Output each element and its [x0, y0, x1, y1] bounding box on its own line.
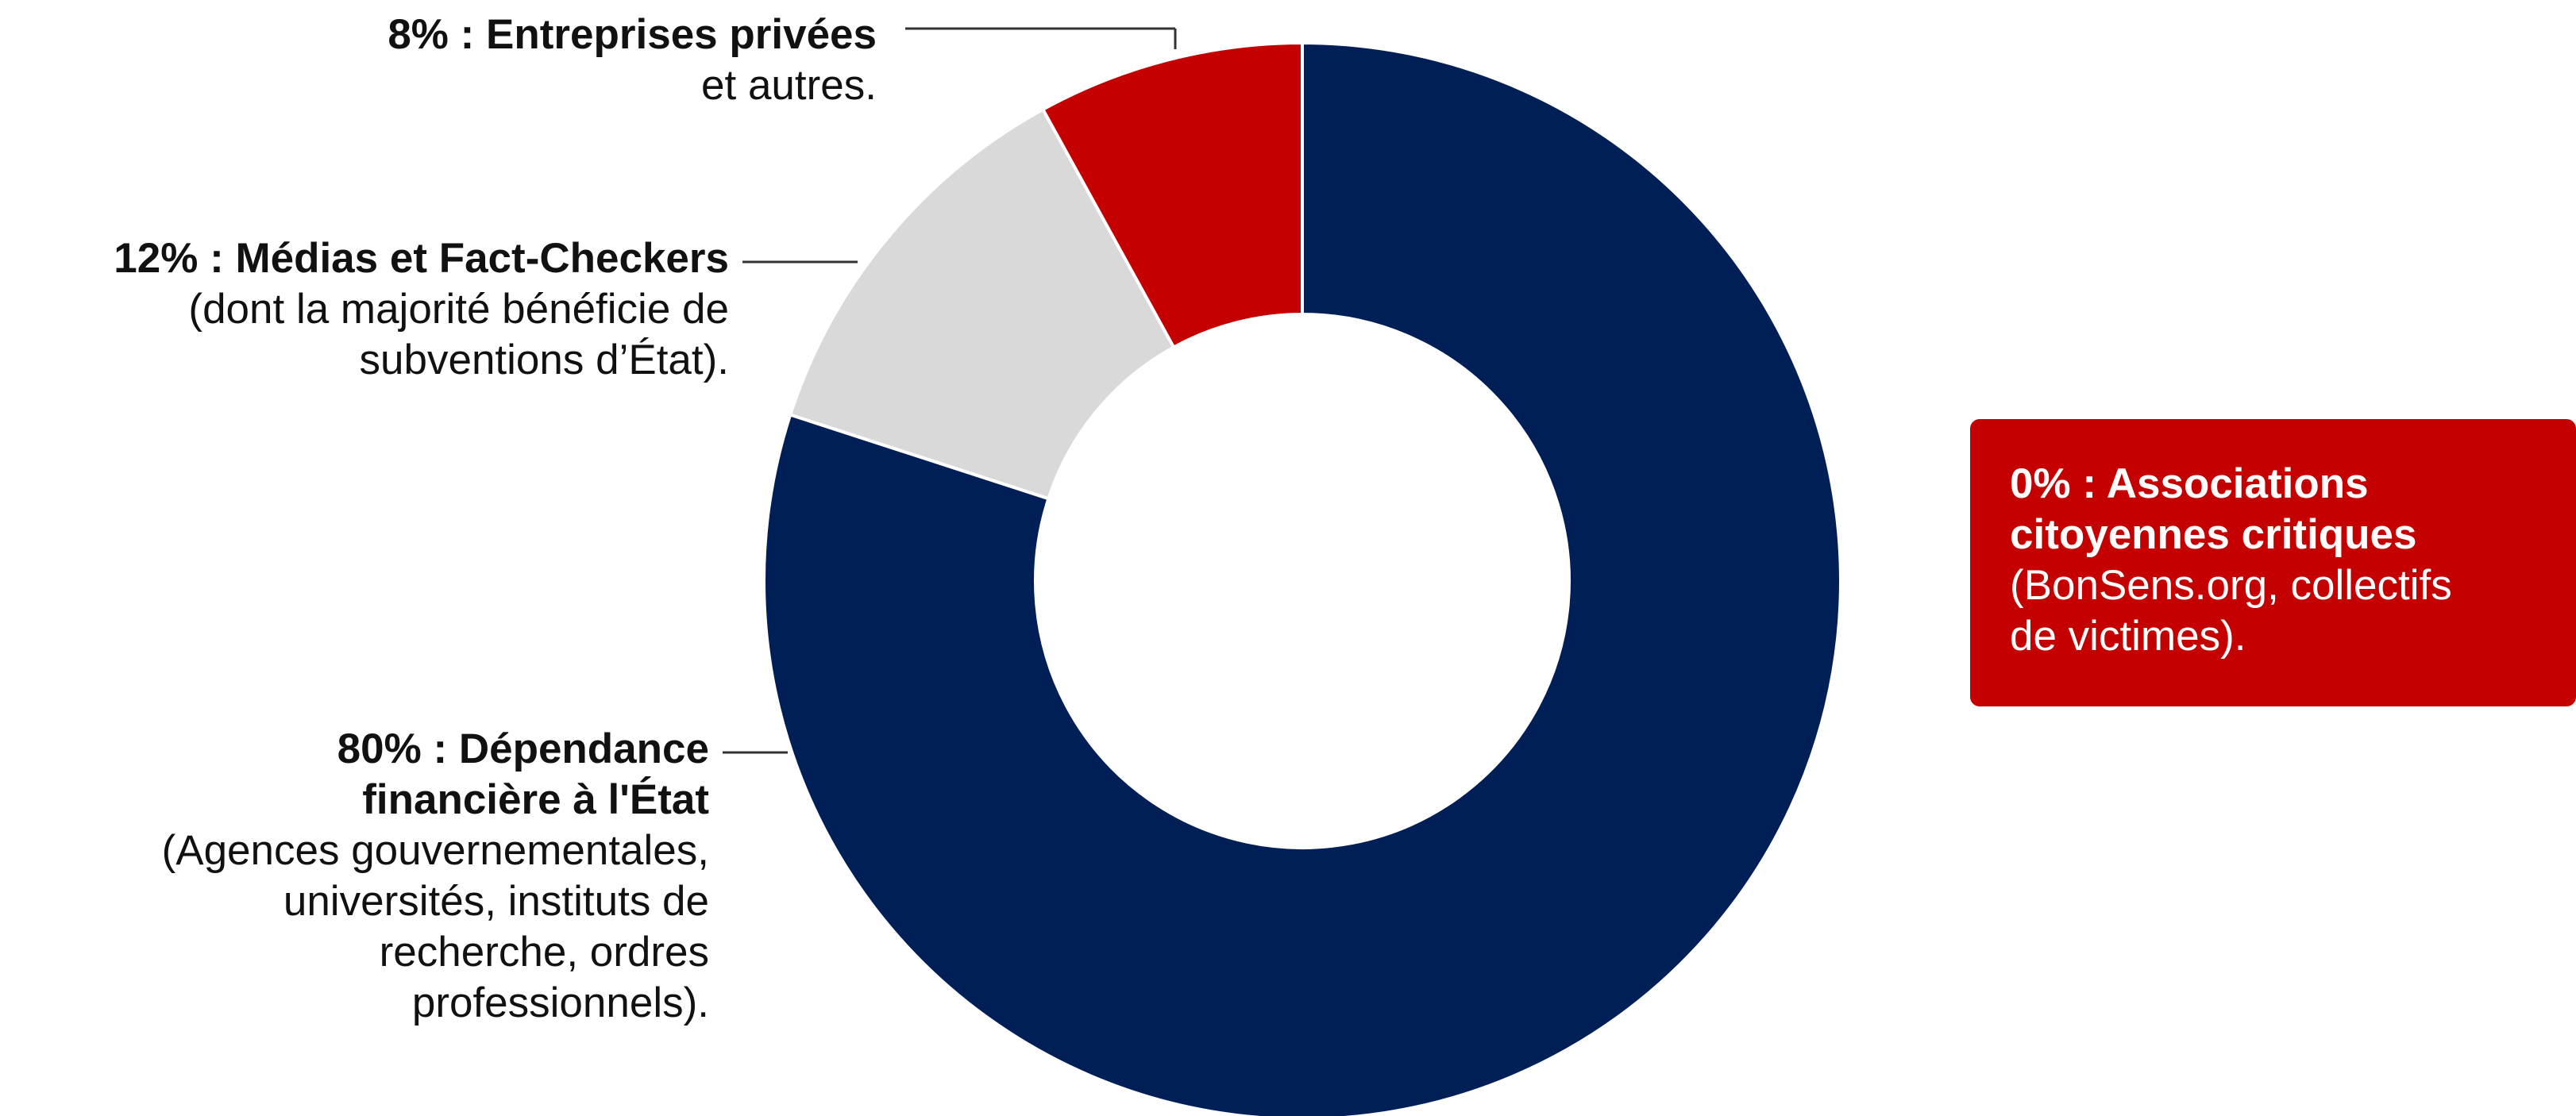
label-media-head: 12% : Médias et Fact-Checkers: [114, 235, 729, 282]
label-private-companies: 8% : Entreprises privées et autres.: [388, 10, 877, 111]
callout-desc-line1: (BonSens.org, collectifs: [2010, 562, 2452, 609]
donut-slices: [762, 40, 1842, 1116]
label-state-desc-line1: (Agences gouvernementales,: [161, 827, 709, 874]
donut-slice-media: [788, 107, 1176, 501]
donut-slice-private: [1040, 40, 1304, 350]
label-state-head-line2: financière à l'État: [362, 776, 709, 823]
label-private-desc: et autres.: [701, 62, 877, 109]
callout-desc-line2: de victimes).: [2010, 613, 2246, 660]
label-state-head-line1: 80% : Dépendance: [337, 725, 709, 772]
label-media-desc-line1: (dont la majorité bénéficie de: [188, 286, 729, 333]
label-media-factcheckers: 12% : Médias et Fact-Checkers (dont la m…: [114, 233, 729, 386]
donut-slice-state: [762, 40, 1842, 1116]
label-private-head: 8% : Entreprises privées: [388, 11, 877, 58]
callout-citizen-associations: 0% : Associations citoyennes critiques (…: [1970, 419, 2576, 706]
callout-head-line1: 0% : Associations: [2010, 460, 2369, 507]
label-state-desc-line2: universités, instituts de: [283, 878, 709, 925]
label-state-desc-line4: professionnels).: [411, 979, 709, 1026]
label-state-dependence: 80% : Dépendance financière à l'État (Ag…: [162, 724, 709, 1029]
callout-head-line2: citoyennes critiques: [2010, 511, 2417, 558]
label-state-desc-line3: recherche, ordres: [379, 929, 709, 976]
label-media-desc-line2: subventions d’État).: [359, 337, 729, 383]
